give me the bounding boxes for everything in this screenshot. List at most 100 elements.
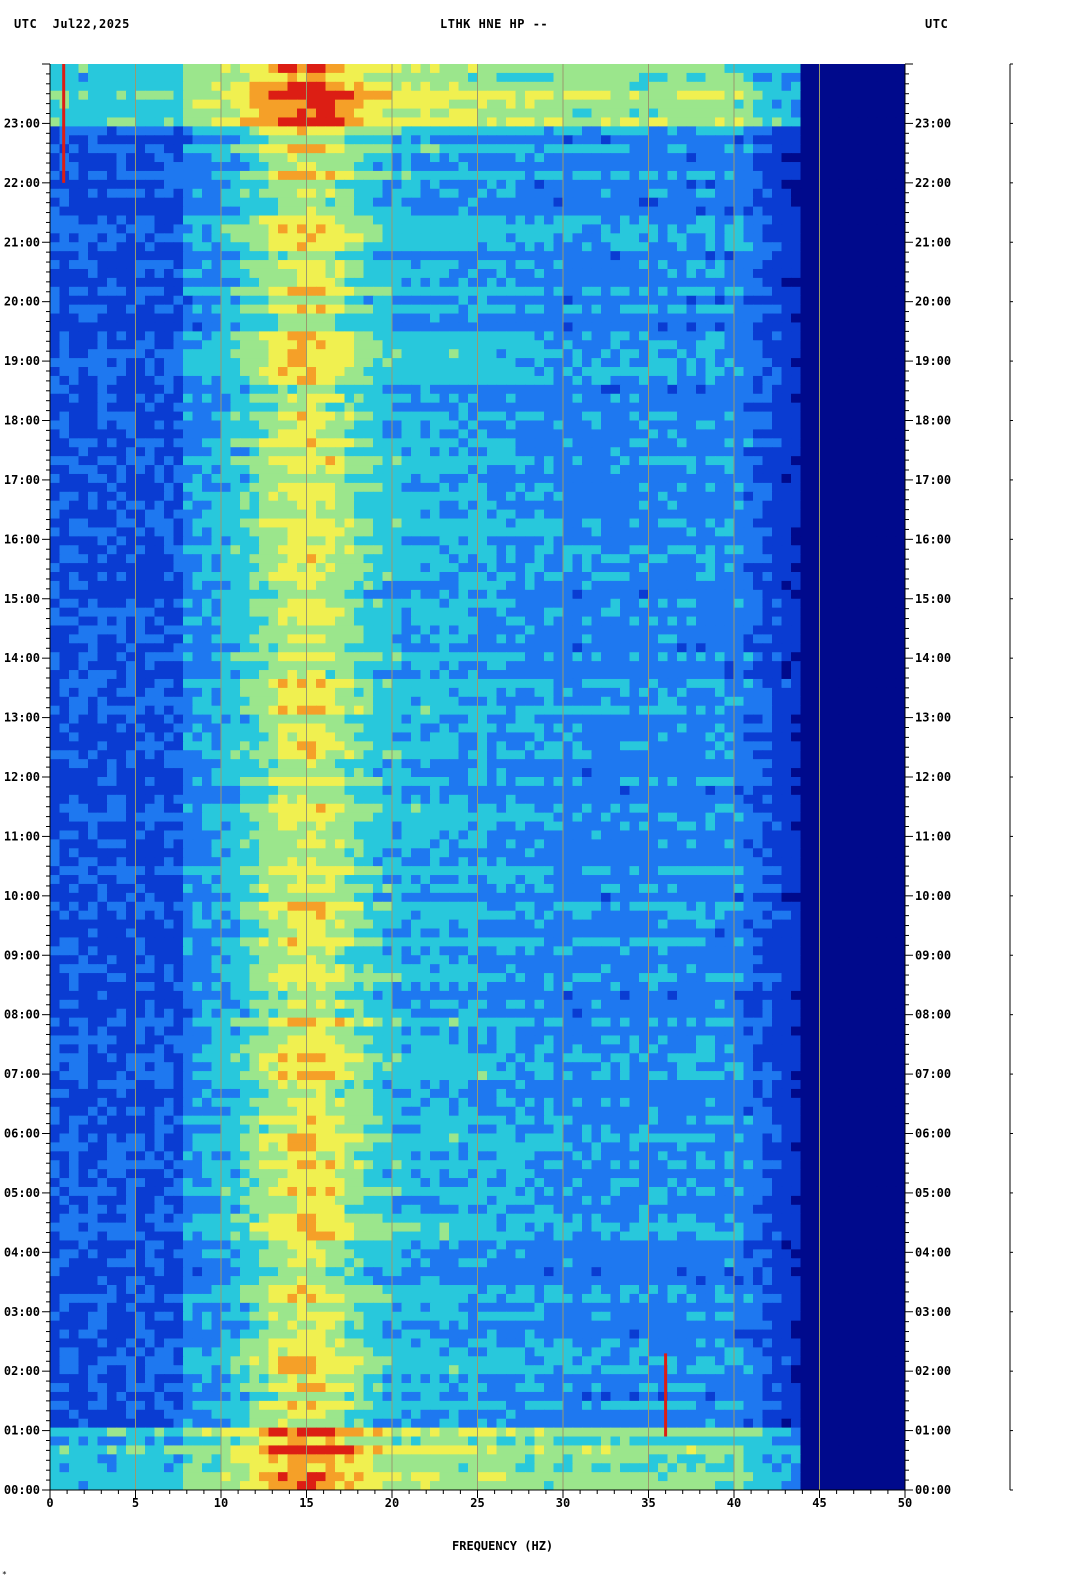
- heatmap-cell: [382, 358, 393, 368]
- heatmap-cell: [762, 375, 773, 386]
- heatmap-cell: [335, 197, 346, 208]
- heatmap-cell: [895, 233, 905, 243]
- heatmap-cell: [620, 215, 631, 226]
- heatmap-cell: [145, 456, 156, 466]
- heatmap-cell: [734, 313, 745, 324]
- heatmap-cell: [278, 233, 289, 243]
- heatmap-cell: [116, 295, 127, 306]
- heatmap-cell: [658, 313, 669, 324]
- heatmap-cell: [800, 545, 811, 555]
- heatmap-cell: [107, 527, 118, 537]
- heatmap-cell: [601, 349, 612, 359]
- heatmap-cell: [249, 545, 260, 555]
- heatmap-cell: [401, 277, 412, 288]
- heatmap-cell: [819, 162, 830, 172]
- heatmap-cell: [496, 393, 507, 404]
- heatmap-cell: [449, 438, 460, 448]
- heatmap-cell: [259, 393, 270, 404]
- heatmap-cell: [696, 188, 707, 199]
- heatmap-cell: [572, 536, 583, 546]
- heatmap-cell: [496, 536, 507, 546]
- heatmap-cell: [477, 331, 488, 341]
- heatmap-cell: [848, 233, 859, 243]
- heatmap-cell: [78, 197, 89, 208]
- heatmap-cell: [401, 491, 412, 502]
- heatmap-cell: [88, 491, 99, 502]
- heatmap-cell: [724, 268, 735, 279]
- heatmap-cell: [601, 500, 612, 511]
- heatmap-cell: [183, 340, 194, 350]
- heatmap-cell: [154, 367, 165, 377]
- heatmap-cell: [582, 420, 593, 431]
- heatmap-cell: [154, 500, 165, 511]
- heatmap-cell: [287, 438, 298, 448]
- heatmap-cell: [59, 375, 70, 386]
- heatmap-cell: [50, 170, 61, 181]
- heatmap-cell: [211, 295, 222, 306]
- heatmap-cell: [183, 162, 194, 172]
- heatmap-cell: [876, 90, 887, 101]
- heatmap-cell: [496, 384, 507, 395]
- heatmap-cell: [724, 402, 735, 413]
- heatmap-cell: [591, 81, 602, 92]
- heatmap-cell: [848, 188, 859, 199]
- heatmap-cell: [88, 188, 99, 199]
- heatmap-cell: [154, 518, 165, 529]
- heatmap-cell: [373, 447, 384, 457]
- heatmap-cell: [772, 224, 783, 234]
- heatmap-cell: [639, 188, 650, 199]
- heatmap-cell: [135, 375, 146, 386]
- heatmap-cell: [192, 411, 203, 422]
- heatmap-cell: [620, 188, 631, 199]
- heatmap-cell: [620, 179, 631, 190]
- heatmap-cell: [344, 64, 355, 74]
- heatmap-cell: [116, 179, 127, 190]
- heatmap-cell: [762, 117, 773, 127]
- heatmap-cell: [515, 340, 526, 350]
- heatmap-cell: [230, 179, 241, 190]
- heatmap-cell: [458, 99, 469, 110]
- heatmap-cell: [78, 527, 89, 537]
- heatmap-cell: [88, 233, 99, 243]
- heatmap-cell: [439, 322, 450, 332]
- heatmap-cell: [658, 545, 669, 555]
- heatmap-cell: [154, 233, 165, 243]
- heatmap-cell: [572, 224, 583, 234]
- heatmap-cell: [192, 456, 203, 466]
- heatmap-cell: [392, 72, 403, 83]
- heatmap-cell: [810, 72, 821, 83]
- heatmap-cell: [126, 242, 137, 252]
- heatmap-cell: [496, 188, 507, 199]
- heatmap-cell: [439, 251, 450, 261]
- heatmap-cell: [734, 518, 745, 529]
- heatmap-cell: [354, 295, 365, 306]
- heatmap-cell: [211, 420, 222, 431]
- heatmap-cell: [791, 90, 802, 101]
- heatmap-cell: [344, 144, 355, 154]
- heatmap-cell: [59, 313, 70, 324]
- heatmap-cell: [620, 545, 631, 555]
- heatmap-cell: [506, 393, 517, 404]
- heatmap-cell: [876, 349, 887, 359]
- heatmap-cell: [145, 215, 156, 226]
- heatmap-cell: [192, 331, 203, 341]
- heatmap-cell: [458, 153, 469, 163]
- heatmap-cell: [620, 64, 631, 74]
- heatmap-cell: [838, 126, 849, 136]
- heatmap-cell: [876, 429, 887, 439]
- heatmap-cell: [135, 108, 146, 119]
- heatmap-cell: [696, 473, 707, 484]
- heatmap-cell: [857, 126, 868, 136]
- heatmap-cell: [78, 331, 89, 341]
- heatmap-cell: [221, 518, 232, 529]
- heatmap-cell: [686, 384, 697, 395]
- heatmap-cell: [762, 393, 773, 404]
- heatmap-cell: [686, 251, 697, 261]
- heatmap-cell: [487, 465, 498, 475]
- heatmap-cell: [183, 260, 194, 270]
- heatmap-cell: [145, 295, 156, 306]
- heatmap-cell: [249, 90, 260, 101]
- heatmap-cell: [202, 500, 213, 511]
- heatmap-cell: [202, 313, 213, 324]
- heatmap-cell: [848, 268, 859, 279]
